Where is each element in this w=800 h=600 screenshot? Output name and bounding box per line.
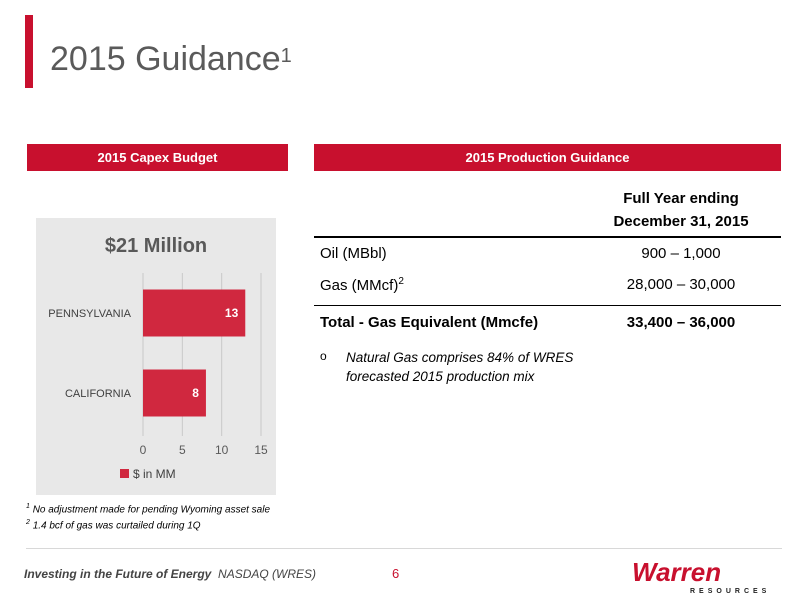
page-number: 6 [392,566,400,581]
x-tick-label: 5 [179,443,186,457]
footnote-1: 1 No adjustment made for pending Wyoming… [26,503,271,516]
table-row-gas: Gas (MMcf)2 28,000 – 30,000 [320,275,736,294]
table-row-oil: Oil (MBbl) 900 – 1,000 [320,245,721,262]
x-tick-label: 15 [254,443,268,457]
footer-tagline: Investing in the Future of Energy NASDAQ… [24,567,317,581]
page-title: 2015 Guidance1 [50,40,292,78]
x-tick-label: 10 [215,443,229,457]
data-label: 13 [225,306,239,320]
footnote-2: 2 1.4 bcf of gas was curtailed during 1Q [26,519,201,532]
footnotes: 1 No adjustment made for pending Wyoming… [26,500,270,533]
table-row-total: Total - Gas Equivalent (Mmcfe) 33,400 – … [314,305,781,339]
title-accent-bar [25,15,33,88]
category-label: PENNSYLVANIA [48,308,131,320]
legend-entry: $ in MM [133,467,176,481]
table-header-row: Full Year ending December 31, 2015 [314,183,781,238]
capex-bar-chart: $21 Million 0 5 10 15 13 PENNSYLVANIA 8 CALIFORN… [48,235,268,481]
data-label: 8 [192,386,199,400]
production-table: Full Year ending December 31, 2015 Oil (… [314,183,781,339]
svg-text:RESOURCES: RESOURCES [690,588,770,595]
note-text: Natural Gas comprises 84% of WRES foreca… [346,350,574,384]
production-header: 2015 Production Guidance [314,144,781,171]
svg-text:Warren: Warren [632,557,721,587]
production-note: o Natural Gas comprises 84% of WRES fore… [320,348,606,386]
capex-header: 2015 Capex Budget [27,144,288,171]
warren-logo: Warren RESOURCES [632,557,770,595]
x-tick-label: 0 [140,443,147,457]
bar-california [143,369,206,417]
legend-swatch [120,469,129,478]
table-column-header: Full Year ending December 31, 2015 [613,189,749,230]
bar-pennsylvania [143,289,246,337]
footer-divider [26,548,782,549]
category-label: CALIFORNIA [65,388,132,400]
capex-chart: $21 Million 0 5 10 15 13 PENNSYLVANIA 8 CALIFORN… [36,218,276,495]
bullet-marker: o [320,349,327,363]
chart-title: $21 Million [105,235,207,257]
